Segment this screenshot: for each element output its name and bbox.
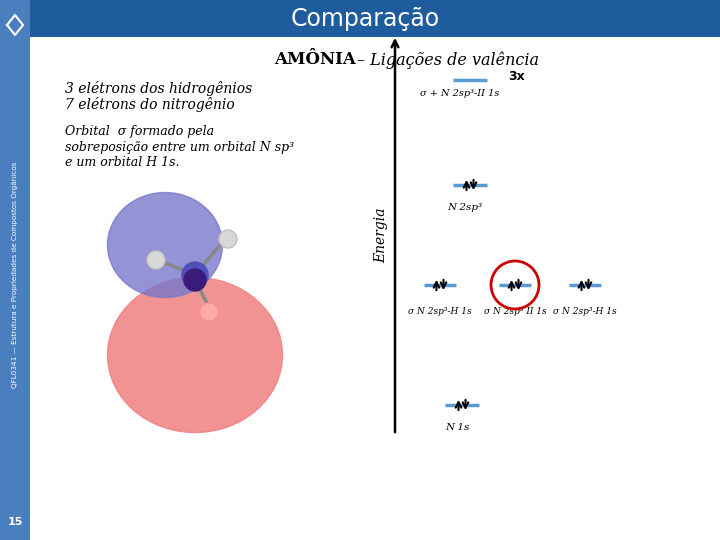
Text: σ N 2sp³-H 1s: σ N 2sp³-H 1s	[553, 307, 617, 315]
Ellipse shape	[107, 278, 282, 433]
Circle shape	[147, 251, 165, 269]
Text: N 2sp³: N 2sp³	[447, 202, 482, 212]
Text: σ N 2sp³-H 1s: σ N 2sp³-H 1s	[408, 307, 472, 315]
Text: 15: 15	[7, 517, 23, 527]
Text: Orbital  σ formado pela: Orbital σ formado pela	[65, 125, 214, 138]
Text: Comparação: Comparação	[290, 7, 440, 31]
Text: e um orbital H 1s.: e um orbital H 1s.	[65, 156, 179, 168]
Text: N 1s: N 1s	[445, 422, 469, 431]
Circle shape	[184, 269, 206, 291]
Text: sobreposição entre um orbital N sp³: sobreposição entre um orbital N sp³	[65, 140, 294, 153]
Circle shape	[182, 262, 208, 288]
Text: 7 elétrons do nitrogênio: 7 elétrons do nitrogênio	[65, 97, 235, 111]
Text: – Ligações de valência: – Ligações de valência	[357, 51, 539, 69]
Text: σ N 2sp³ II 1s: σ N 2sp³ II 1s	[484, 307, 546, 315]
FancyBboxPatch shape	[0, 0, 30, 540]
FancyBboxPatch shape	[30, 0, 720, 37]
Text: QFL0341 — Estrutura e Propriedades de Compostos Orgânicos: QFL0341 — Estrutura e Propriedades de Co…	[12, 162, 18, 388]
Circle shape	[219, 230, 237, 248]
Text: 3 elétrons dos hidrogênios: 3 elétrons dos hidrogênios	[65, 80, 252, 96]
Text: AMÔNIA: AMÔNIA	[274, 51, 356, 69]
Text: Energia: Energia	[374, 207, 388, 263]
Ellipse shape	[107, 192, 222, 298]
Text: σ + N 2sp³-II 1s: σ + N 2sp³-II 1s	[420, 89, 500, 98]
Text: 3x: 3x	[508, 70, 525, 83]
Circle shape	[200, 303, 218, 321]
